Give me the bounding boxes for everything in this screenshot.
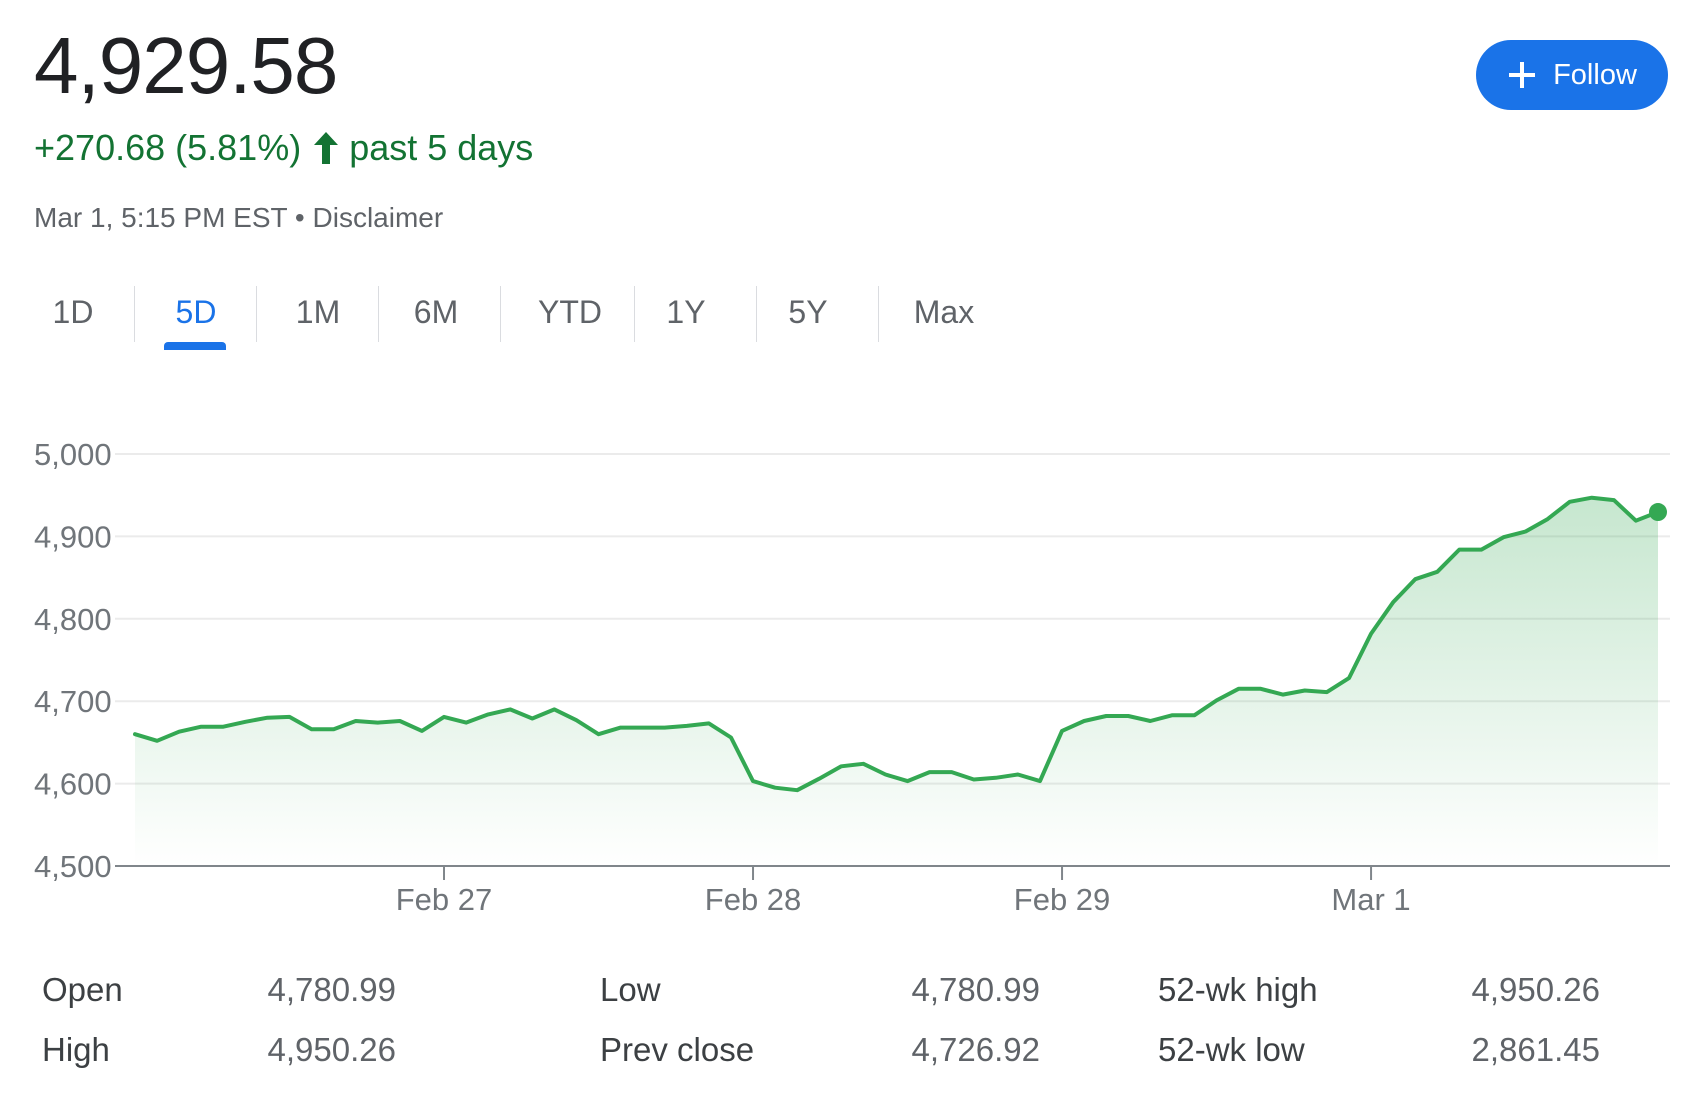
stat-low-label: Low	[600, 971, 661, 1008]
x-tick-label: Feb 29	[1014, 882, 1111, 917]
tab-max[interactable]: Max	[913, 294, 975, 330]
tab-5d[interactable]: 5D	[175, 294, 217, 330]
y-tick-label: 4,800	[34, 602, 112, 637]
arrow-up-icon	[311, 130, 341, 166]
stat-52wk-low-value: 2,861.45	[1471, 1031, 1600, 1068]
dot-separator: •	[294, 202, 305, 233]
tab-ytd[interactable]: YTD	[538, 294, 602, 330]
key-stats: Open 4,780.99 High 4,950.26 Low 4,780.99…	[0, 970, 1683, 1100]
chart-line	[133, 495, 1660, 793]
price-change: +270.68 (5.81%)	[34, 127, 302, 168]
tab-separator	[756, 286, 757, 342]
x-tick-label: Feb 28	[705, 882, 802, 917]
x-tick-label: Feb 27	[396, 882, 493, 917]
tab-separator	[378, 286, 379, 342]
stat-52wk-low-label: 52-wk low	[1158, 1031, 1305, 1068]
stat-open-value: 4,780.99	[267, 971, 396, 1008]
x-axis-labels: Feb 27 Feb 28 Feb 29 Mar 1	[396, 866, 1411, 917]
y-tick-label: 4,900	[34, 519, 112, 554]
x-tick-label: Mar 1	[1331, 882, 1410, 917]
active-tab-indicator	[164, 342, 226, 350]
tab-separator	[634, 286, 635, 342]
tab-separator	[134, 286, 135, 342]
quote-timestamp: Mar 1, 5:15 PM EST	[34, 202, 288, 233]
plus-icon	[1507, 60, 1537, 90]
tab-separator	[878, 286, 879, 342]
stat-high-value: 4,950.26	[267, 1031, 396, 1068]
tab-1d[interactable]: 1D	[52, 294, 94, 330]
current-value-dot	[1649, 503, 1667, 522]
stat-low-value: 4,780.99	[911, 971, 1040, 1008]
stat-52wk-high-value: 4,950.26	[1471, 971, 1600, 1008]
current-price: 4,929.58	[34, 21, 338, 110]
price-change-row: +270.68 (5.81%) past 5 days	[34, 126, 533, 170]
y-tick-label: 5,000	[34, 437, 112, 472]
stat-prev-close-label: Prev close	[600, 1031, 755, 1068]
stat-open-label: Open	[42, 971, 123, 1008]
y-tick-label: 4,600	[34, 767, 112, 802]
tab-6m[interactable]: 6M	[413, 294, 459, 330]
y-axis-labels: 5,000 4,900 4,800 4,700 4,600 4,500	[34, 437, 112, 884]
stat-high-label: High	[42, 1031, 110, 1068]
chart-area-fill	[135, 497, 1658, 866]
tab-5y[interactable]: 5Y	[788, 294, 828, 330]
stat-52wk-high-label: 52-wk high	[1158, 971, 1318, 1008]
follow-button-label: Follow	[1553, 58, 1637, 91]
change-period: past 5 days	[349, 127, 534, 168]
y-tick-label: 4,700	[34, 684, 112, 719]
disclaimer-link[interactable]: Disclaimer	[312, 202, 444, 233]
tab-1m[interactable]: 1M	[295, 294, 341, 330]
y-tick-label: 4,500	[34, 849, 112, 884]
timestamp-row: Mar 1, 5:15 PM EST • Disclaimer	[34, 200, 443, 236]
follow-button[interactable]: Follow	[1476, 40, 1668, 110]
tab-1y[interactable]: 1Y	[666, 294, 706, 330]
tab-separator	[500, 286, 501, 342]
stat-prev-close-value: 4,726.92	[911, 1031, 1040, 1068]
tab-separator	[256, 286, 257, 342]
